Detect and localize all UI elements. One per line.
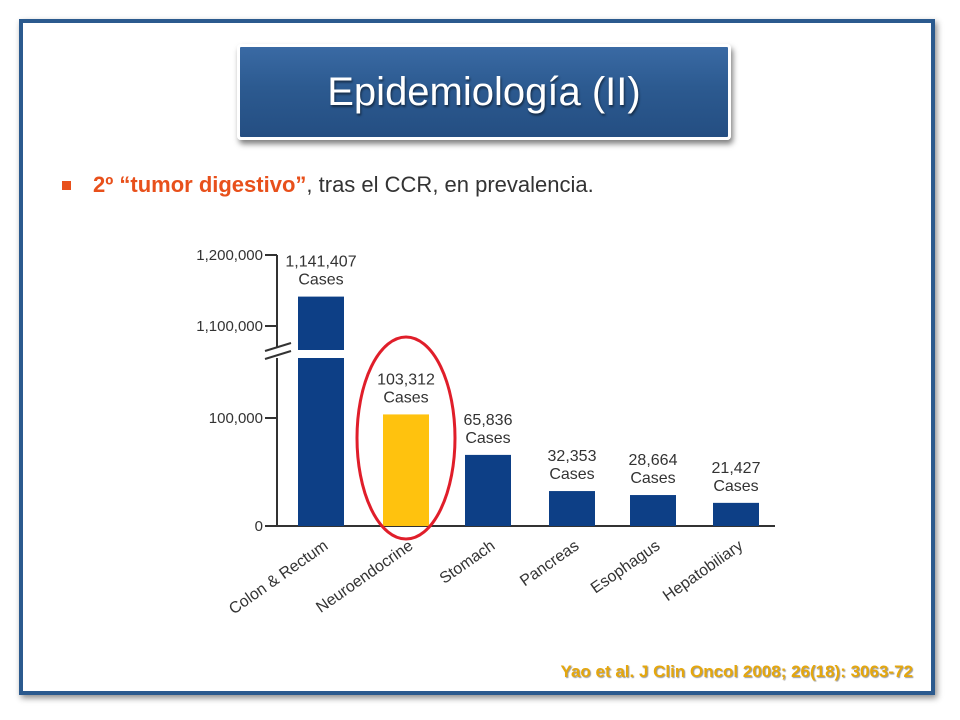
highlight-circle (355, 335, 457, 541)
y-tick-label: 1,200,000 (196, 247, 263, 264)
slide-title: Epidemiología (II) (327, 69, 641, 114)
data-label: 1,141,407 Cases (285, 254, 356, 289)
data-label: 65,836 Cases (464, 412, 513, 447)
bar-1 (383, 414, 429, 526)
axis-break-mark (264, 350, 292, 360)
y-tick-label: 100,000 (209, 410, 263, 427)
bullet-point: 2º “tumor digestivo” , tras el CCR, en p… (62, 172, 594, 198)
bullet-highlight: 2º “tumor digestivo” (93, 172, 307, 197)
square-bullet-icon (62, 180, 71, 190)
y-tick-label: 0 (255, 518, 263, 535)
y-tick-label: 1,100,000 (196, 318, 263, 335)
x-category-label: Hepatobiliary (660, 537, 746, 604)
bar-4 (630, 495, 676, 526)
x-category-label: Pancreas (517, 537, 582, 590)
data-label: 103,312 Cases (377, 371, 435, 406)
data-label: 21,427 Cases (712, 460, 761, 495)
bullet-text: , tras el CCR, en prevalencia. (306, 172, 594, 197)
citation: Yao et al. J Clin Oncol 2008; 26(18): 30… (560, 662, 913, 681)
data-label: 32,353 Cases (548, 448, 597, 483)
bar-0-upper (298, 296, 344, 350)
data-label: 28,664 Cases (629, 452, 678, 487)
x-category-label: Esophagus (588, 537, 663, 597)
x-category-label: Stomach (437, 537, 498, 587)
bar-3 (549, 491, 595, 526)
bar-2 (465, 454, 511, 526)
axis-break-mark (264, 342, 292, 352)
bar-5 (713, 502, 759, 526)
bar-0-lower (298, 358, 344, 526)
title-box: Epidemiología (II) (237, 44, 731, 140)
